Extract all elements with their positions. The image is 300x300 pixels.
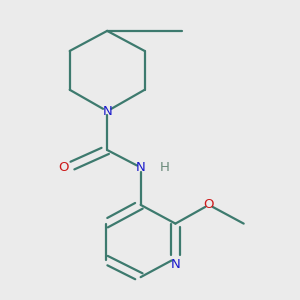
Text: O: O xyxy=(58,161,68,174)
Text: O: O xyxy=(204,198,214,212)
Text: N: N xyxy=(102,105,112,118)
Text: H: H xyxy=(159,161,169,174)
Text: N: N xyxy=(136,161,146,174)
Text: N: N xyxy=(171,258,180,272)
